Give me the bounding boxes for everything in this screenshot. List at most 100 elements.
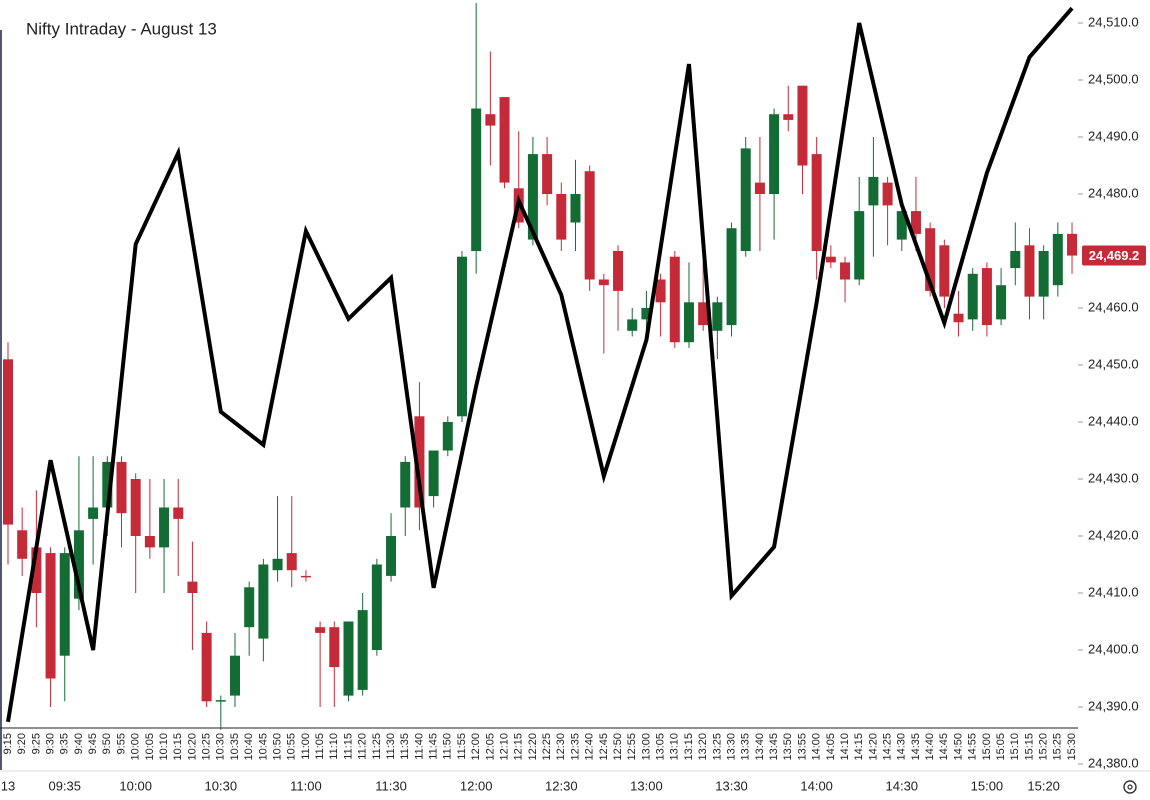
chart-title: Nifty Intraday - August 13 xyxy=(26,19,217,38)
candle-body xyxy=(953,313,964,323)
x-tick-label: 14:10 xyxy=(839,733,851,761)
x-tick-label: 14:25 xyxy=(882,733,894,761)
candle-body xyxy=(825,256,836,263)
candle-body xyxy=(343,621,354,696)
candle-body xyxy=(655,279,666,303)
candle-body xyxy=(59,553,70,656)
x-tick-label: 12:25 xyxy=(541,733,553,761)
candle-body xyxy=(683,302,694,343)
candle-body xyxy=(73,530,84,599)
y-tick-label: 24,410.0 xyxy=(1088,584,1139,599)
x-tick-label: 12:40 xyxy=(584,733,596,761)
y-tick-label: 24,490.0 xyxy=(1088,128,1139,143)
x-tick-label: 9:35 xyxy=(59,733,71,754)
candle-body xyxy=(442,422,453,451)
x-tick-label: 11:20 xyxy=(357,733,369,760)
candle-body xyxy=(102,461,113,508)
time-label: 14:30 xyxy=(886,778,919,793)
x-tick-label: 11:00 xyxy=(300,733,312,760)
x-tick-label: 10:35 xyxy=(229,733,241,761)
x-tick-label: 11:10 xyxy=(328,733,340,760)
candle-body xyxy=(187,581,198,593)
y-tick-label: 24,420.0 xyxy=(1088,527,1139,542)
overlay-line xyxy=(6,6,1074,723)
y-tick-label: 24,430.0 xyxy=(1088,470,1139,485)
x-tick-label: 14:20 xyxy=(867,733,879,761)
x-tick-label: 12:15 xyxy=(513,733,525,761)
candle-body xyxy=(556,194,567,240)
candle-body xyxy=(17,530,28,559)
candle-body xyxy=(371,564,382,650)
x-tick-label: 12:20 xyxy=(527,733,539,761)
x-tick-label: 13:35 xyxy=(740,733,752,761)
last-price-label: 24,469.2 xyxy=(1089,248,1140,263)
candle-body xyxy=(357,610,368,690)
candle-body xyxy=(669,256,680,343)
x-tick-label: 11:50 xyxy=(442,733,454,760)
candle-body xyxy=(868,176,879,206)
candle-body xyxy=(414,416,425,508)
candle-body xyxy=(329,627,340,668)
candle-body xyxy=(88,507,99,519)
candle-body xyxy=(471,108,482,251)
x-tick-label: 14:55 xyxy=(967,733,979,761)
candle-body xyxy=(315,627,326,633)
candle-body xyxy=(144,536,155,548)
candle-body xyxy=(797,85,808,166)
candle-body xyxy=(1010,251,1021,269)
y-tick-label: 24,480.0 xyxy=(1088,185,1139,200)
x-tick-label: 11:35 xyxy=(399,733,411,760)
candle-body xyxy=(485,114,496,126)
candle-body xyxy=(584,171,595,280)
candle-body xyxy=(740,148,751,251)
x-tick-label: 10:10 xyxy=(158,733,170,761)
candle-body xyxy=(882,182,893,206)
candle-body xyxy=(1052,233,1063,286)
candle-body xyxy=(272,558,283,571)
candle-body xyxy=(215,700,226,702)
y-tick-label: 24,460.0 xyxy=(1088,299,1139,314)
candle-body xyxy=(896,211,907,240)
candle-body xyxy=(754,182,765,194)
x-tick-label: 9:40 xyxy=(73,733,85,754)
candle-body xyxy=(456,256,467,417)
x-tick-label: 11:25 xyxy=(371,733,383,760)
candle-body xyxy=(258,564,269,639)
x-tick-label: 10:25 xyxy=(201,733,213,761)
candle-body xyxy=(925,228,936,291)
x-tick-label: 13:55 xyxy=(796,733,808,761)
candle-body xyxy=(45,553,56,679)
candle-body xyxy=(783,114,794,120)
x-tick-label: 11:30 xyxy=(385,733,397,760)
x-tick-label: 10:50 xyxy=(271,733,283,761)
time-label: 10:00 xyxy=(119,778,152,793)
x-tick-label: 12:05 xyxy=(484,733,496,761)
y-tick-label: 24,380.0 xyxy=(1088,755,1139,770)
y-tick-label: 24,450.0 xyxy=(1088,356,1139,371)
x-tick-label: 9:25 xyxy=(30,733,42,754)
x-tick-label: 13:15 xyxy=(683,733,695,761)
candle-body xyxy=(201,632,212,702)
x-tick-label: 12:45 xyxy=(598,733,610,761)
settings-icon[interactable] xyxy=(1123,780,1137,794)
time-label: 11:00 xyxy=(290,778,322,793)
y-tick-label: 24,500.0 xyxy=(1088,71,1139,86)
x-tick-label: 14:05 xyxy=(825,733,837,761)
candle-body xyxy=(229,655,240,696)
candle-body xyxy=(726,228,737,326)
x-tick-label: 13:10 xyxy=(669,733,681,761)
x-tick-label: 11:55 xyxy=(456,733,468,760)
candle-body xyxy=(159,507,170,548)
x-tick-label: 14:30 xyxy=(896,733,908,761)
x-tick-label: 12:10 xyxy=(498,733,510,761)
time-label: 13:00 xyxy=(630,778,663,793)
candle-body xyxy=(981,268,992,326)
x-tick-label: 10:00 xyxy=(130,733,142,761)
x-tick-label: 11:15 xyxy=(342,733,354,760)
candle-body xyxy=(698,302,709,326)
x-tick-label: 12:30 xyxy=(555,733,567,761)
x-tick-label: 15:20 xyxy=(1038,733,1050,761)
x-tick-label: 9:50 xyxy=(101,733,113,754)
candle-body xyxy=(613,251,624,291)
